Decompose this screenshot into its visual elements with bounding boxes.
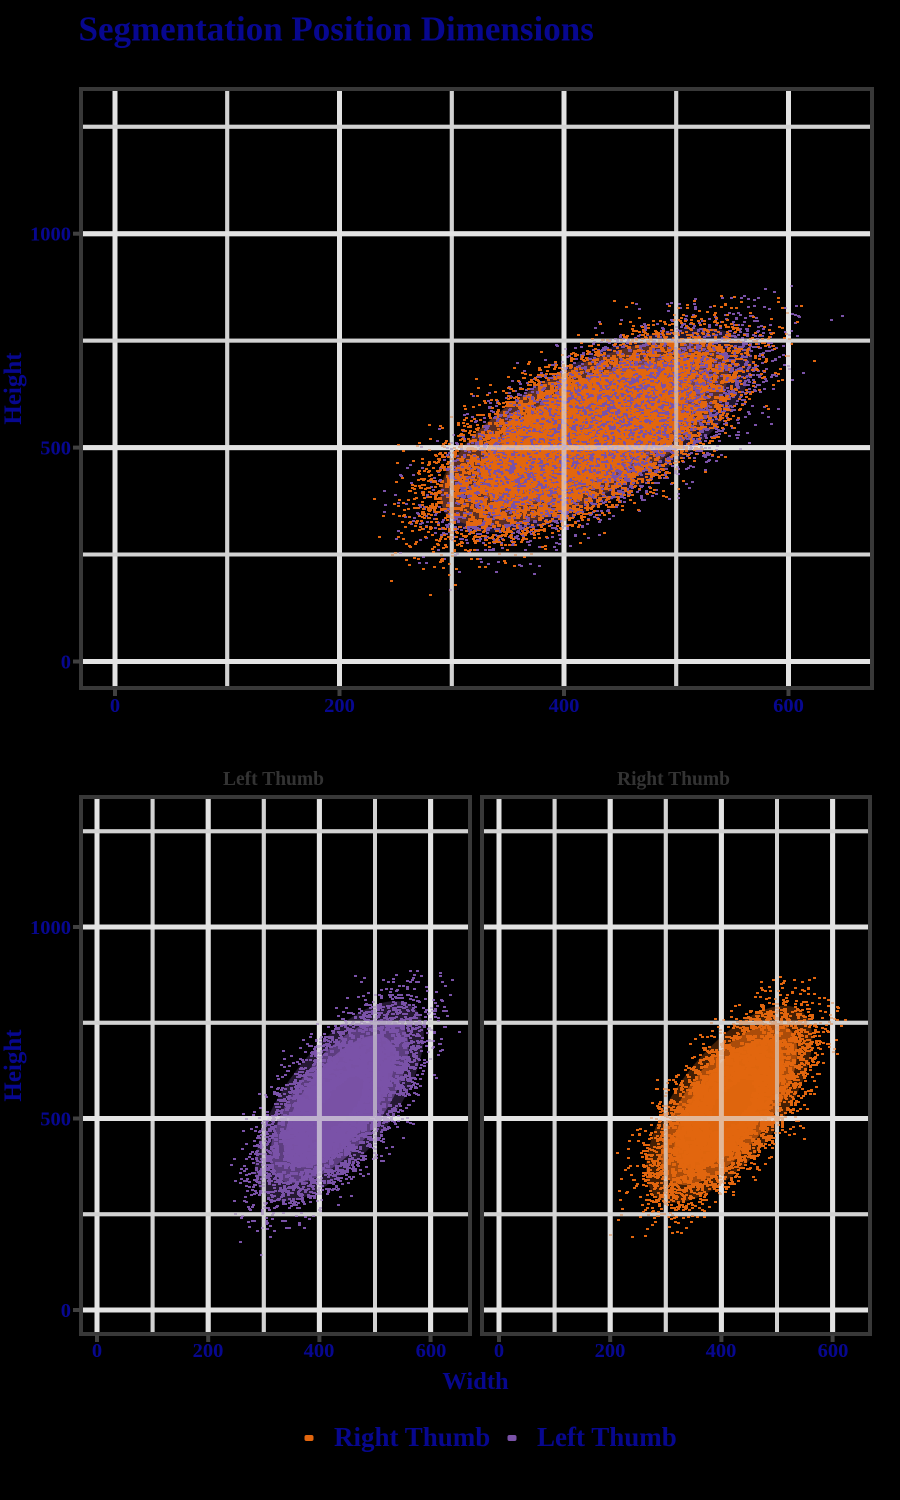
svg-text:Left Thumb: Left Thumb <box>223 769 324 790</box>
svg-text:Left Thumb: Left Thumb <box>537 1422 677 1452</box>
svg-text:500: 500 <box>40 1109 71 1131</box>
svg-text:400: 400 <box>706 1340 737 1362</box>
svg-text:0: 0 <box>110 695 120 717</box>
svg-text:Right Thumb: Right Thumb <box>617 769 730 790</box>
svg-text:0: 0 <box>494 1340 504 1362</box>
svg-text:Right Thumb: Right Thumb <box>334 1422 490 1452</box>
svg-text:0: 0 <box>92 1340 102 1362</box>
svg-text:200: 200 <box>595 1340 626 1362</box>
svg-text:0: 0 <box>61 1300 71 1322</box>
svg-text:600: 600 <box>416 1340 447 1362</box>
svg-text:Width: Width <box>442 1368 509 1395</box>
svg-text:500: 500 <box>40 438 71 460</box>
svg-text:400: 400 <box>304 1340 335 1362</box>
svg-text:Height: Height <box>0 1029 27 1102</box>
svg-text:0: 0 <box>61 652 71 674</box>
svg-text:1000: 1000 <box>30 224 71 246</box>
svg-text:400: 400 <box>549 695 580 717</box>
svg-text:200: 200 <box>324 695 355 717</box>
svg-text:1000: 1000 <box>30 917 71 939</box>
svg-text:Segmentation Position Dimensio: Segmentation Position Dimensions <box>79 10 594 49</box>
svg-text:600: 600 <box>818 1340 849 1362</box>
svg-text:Height: Height <box>0 352 27 425</box>
svg-text:600: 600 <box>773 695 804 717</box>
svg-text:200: 200 <box>193 1340 224 1362</box>
